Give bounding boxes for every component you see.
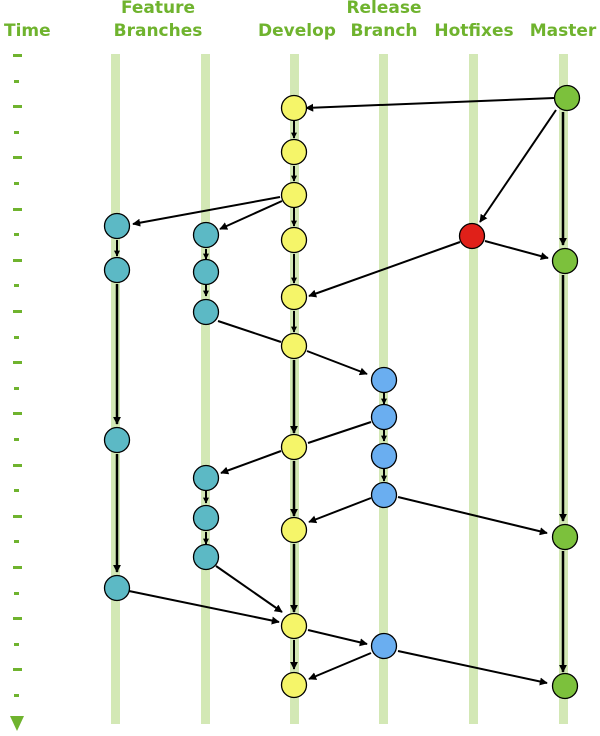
node-feature-2-4 [192, 464, 220, 492]
time-tick [13, 515, 22, 518]
time-tick [13, 464, 22, 467]
time-tick [13, 412, 22, 415]
arrow-down-icon [10, 716, 24, 731]
time-tick [14, 80, 19, 83]
time-tick [14, 387, 19, 390]
header-develop: Develop [258, 21, 336, 41]
edge-hotfix-to-master [484, 240, 549, 260]
node-release-4 [370, 481, 398, 509]
node-feature-1-4 [103, 574, 131, 602]
node-develop-5 [280, 283, 308, 311]
node-develop-8 [280, 516, 308, 544]
node-feature-2-2 [192, 258, 220, 286]
node-release-1 [370, 366, 398, 394]
node-develop-2 [280, 138, 308, 166]
time-tick [14, 131, 19, 134]
lane-hotfixes [469, 54, 478, 724]
node-master-4 [551, 672, 579, 700]
time-tick [14, 540, 19, 543]
node-feature-1-1 [103, 212, 131, 240]
edge-release-2-to-develop [308, 652, 372, 680]
node-feature-1-3 [103, 426, 131, 454]
time-tick [13, 54, 22, 57]
node-feature-2-6 [192, 543, 220, 571]
time-tick [14, 336, 19, 339]
time-tick [14, 182, 19, 185]
time-tick [13, 156, 22, 159]
node-develop-7 [280, 433, 308, 461]
node-develop-9 [280, 612, 308, 640]
time-tick [13, 566, 22, 569]
edges [113, 97, 567, 686]
node-feature-2-3 [192, 298, 220, 326]
time-tick [13, 208, 22, 211]
lane-feature-2 [201, 54, 210, 724]
edge-develop-to-release-2 [307, 629, 368, 647]
nodes [103, 84, 581, 700]
node-master-1 [553, 84, 581, 112]
edge-feature-2-to-develop-2 [215, 565, 283, 613]
node-release-2 [370, 403, 398, 431]
header-release-line2: Branch [350, 21, 417, 41]
edge-feature-2-to-develop [217, 320, 282, 343]
node-release-5 [370, 632, 398, 660]
time-tick [14, 438, 19, 441]
node-develop-10 [280, 671, 308, 699]
header-master: Master [530, 21, 597, 41]
edge-master-to-develop [305, 97, 555, 112]
time-tick [13, 617, 22, 620]
edge-release-to-develop-2 [308, 497, 372, 524]
edge-release-2-to-master [397, 650, 548, 686]
header-time: Time [4, 21, 51, 41]
node-master-2 [551, 247, 579, 275]
time-tick [13, 259, 22, 262]
edge-feature-1-to-develop [128, 590, 280, 625]
edge-hotfix-to-develop [308, 241, 461, 298]
time-tick [14, 489, 19, 492]
edge-develop-to-feature-2-b [220, 450, 282, 475]
time-tick [14, 284, 19, 287]
header-release-line1: Release [346, 0, 421, 18]
time-tick [13, 105, 22, 108]
time-tick [14, 592, 19, 595]
edge-release-to-master [397, 496, 548, 536]
node-master-3 [551, 523, 579, 551]
node-release-3 [370, 442, 398, 470]
lane-feature-1 [111, 54, 120, 724]
header-feature-line1: Feature [121, 0, 195, 18]
node-develop-3 [280, 181, 308, 209]
time-tick [13, 668, 22, 671]
edge-develop-to-feature-2 [219, 200, 283, 230]
edge-release-to-develop-1 [307, 421, 372, 444]
time-tick [14, 694, 19, 697]
node-feature-2-5 [192, 504, 220, 532]
time-axis [13, 54, 22, 697]
time-tick [14, 233, 19, 236]
node-feature-2-1 [192, 221, 220, 249]
node-develop-1 [280, 94, 308, 122]
node-develop-6 [280, 332, 308, 360]
lanes [111, 54, 568, 724]
header-feature-line2: Branches [114, 21, 203, 41]
time-tick [13, 361, 22, 364]
node-feature-1-2 [103, 256, 131, 284]
edge-develop-to-release [306, 350, 368, 376]
edge-master-to-hotfix [479, 109, 557, 223]
edge-develop-to-feature-1 [132, 196, 281, 227]
header-hotfixes: Hotfixes [434, 21, 513, 41]
time-tick [13, 310, 22, 313]
node-hotfix-1 [458, 222, 486, 250]
time-tick [14, 643, 19, 646]
node-develop-4 [280, 226, 308, 254]
